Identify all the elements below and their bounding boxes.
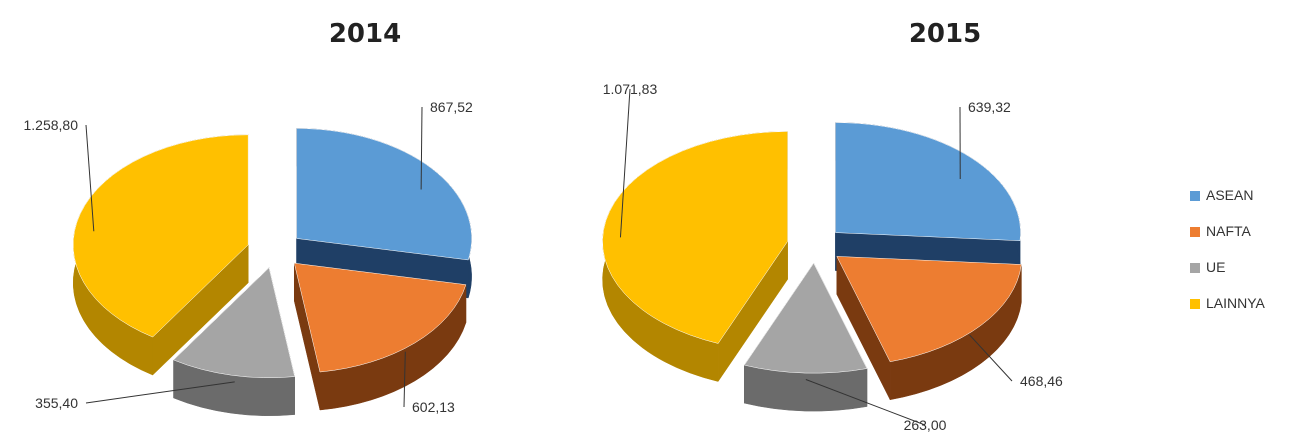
legend-item-asean: ASEAN xyxy=(1190,187,1253,203)
legend: ASEAN NAFTA UE LAINNYA xyxy=(1190,187,1266,311)
data-label-asean-2015: 639,32 xyxy=(968,99,1011,115)
leader-line-nafta-2015 xyxy=(969,334,1013,382)
slice-nafta-2015 xyxy=(836,256,1022,401)
slice-asean-2015 xyxy=(835,122,1021,279)
data-label-lainnya-2015: 1.071,83 xyxy=(603,81,658,97)
slice-lainnya-2015 xyxy=(602,131,788,383)
legend-swatch-lainnya xyxy=(1190,299,1200,309)
data-label-nafta-2015: 468,46 xyxy=(1020,373,1063,389)
legend-label-asean: ASEAN xyxy=(1206,187,1253,203)
legend-swatch-nafta xyxy=(1190,227,1200,237)
slice-ue-2014 xyxy=(173,267,296,416)
legend-label-nafta: NAFTA xyxy=(1206,223,1252,239)
leader-line-lainnya-2014 xyxy=(85,124,95,232)
pie-2014: 867,52 602,13 355,40 1.258,80 xyxy=(24,99,473,416)
legend-swatch-ue xyxy=(1190,263,1200,273)
legend-item-lainnya: LAINNYA xyxy=(1190,295,1266,311)
legend-item-ue: UE xyxy=(1190,259,1225,275)
legend-swatch-asean xyxy=(1190,191,1200,201)
pie-2015: 639,32 468,46 263,00 1.071,83 xyxy=(602,81,1063,433)
leader-line-ue-2014 xyxy=(85,381,235,404)
chart-title-2015: 2015 xyxy=(909,19,981,49)
data-label-asean-2014: 867,52 xyxy=(430,99,473,115)
leader-line-nafta-2014 xyxy=(403,351,406,408)
legend-item-nafta: NAFTA xyxy=(1190,223,1252,239)
slice-ue-2015 xyxy=(743,262,868,412)
leader-line-ue-2015 xyxy=(805,379,926,426)
slice-lainnya-2014 xyxy=(72,134,249,376)
data-label-lainnya-2014: 1.258,80 xyxy=(24,117,79,133)
legend-label-ue: UE xyxy=(1206,259,1225,275)
data-label-ue-2015: 263,00 xyxy=(904,417,947,433)
slice-nafta-2014 xyxy=(293,262,467,411)
leader-line-lainnya-2015 xyxy=(619,88,631,238)
data-label-nafta-2014: 602,13 xyxy=(412,399,455,415)
chart-title-2014: 2014 xyxy=(329,19,401,49)
legend-label-lainnya: LAINNYA xyxy=(1206,295,1266,311)
data-label-ue-2014: 355,40 xyxy=(35,395,78,411)
leader-line-asean-2014 xyxy=(420,106,423,190)
